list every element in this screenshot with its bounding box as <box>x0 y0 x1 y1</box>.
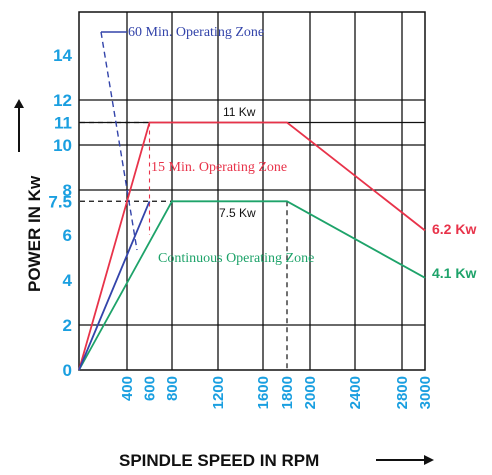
continuous-peak-label: 7.5 Kw <box>219 206 256 220</box>
x-tick-label: 800 <box>164 376 181 401</box>
y-tick-label: 10 <box>53 136 72 155</box>
x-axis-title: SPINDLE SPEED IN RPM <box>119 451 319 470</box>
y-axis-arrowhead <box>14 99 24 108</box>
x-tick-label: 3000 <box>417 376 434 409</box>
guide-lines <box>80 31 288 370</box>
series-lines <box>78 121 426 371</box>
x-tick-label: 1600 <box>255 376 272 409</box>
y-tick-labels: 0 2 4 6 7.58 10 11 12 14 <box>48 46 72 380</box>
fifteen-end-label: 6.2 Kw <box>432 221 476 237</box>
y-tick-label: 8 <box>63 181 72 200</box>
y-tick-label: 6 <box>63 226 72 245</box>
fifteen-min-zone-label: 15 Min. Operating Zone <box>151 160 287 175</box>
y-tick-label: 14 <box>53 46 72 65</box>
x-tick-label: 1800 <box>279 376 296 409</box>
sixty-min-pointer <box>100 31 138 251</box>
x-tick-label: 2000 <box>302 376 319 409</box>
x-tick-labels: 400 600 800 1200 1600 1800 2000 2400 2800 3000 <box>119 376 434 409</box>
y-tick-label: 4 <box>63 271 73 290</box>
x-tick-label: 2400 <box>347 376 364 409</box>
x-tick-label: 600 <box>142 376 159 401</box>
fifteen-peak-label: 11 Kw <box>223 105 256 119</box>
x-tick-label: 400 <box>119 376 136 401</box>
x-tick-label: 2800 <box>394 376 411 409</box>
continuous-end-label: 4.1 Kw <box>432 265 476 281</box>
y-tick-label: 7.5 <box>48 192 72 211</box>
y-tick-label: 2 <box>63 316 72 335</box>
plot-frame <box>78 11 426 371</box>
y-axis-title: POWER IN Kw <box>25 175 44 292</box>
y-tick-label: 11 <box>54 114 72 133</box>
sixty-min-zone-label: 60 Min. Operating Zone <box>128 25 264 40</box>
series-line-fifteen_min <box>78 121 426 371</box>
y-tick-label: 0 <box>63 361 72 380</box>
x-axis-arrowhead <box>424 455 434 465</box>
series-line-continuous <box>78 200 426 371</box>
continuous-zone-label: Continuous Operating Zone <box>158 251 314 266</box>
series-line-sixty_min <box>78 200 151 371</box>
y-tick-label: 12 <box>53 91 72 110</box>
x-tick-label: 1200 <box>210 376 227 409</box>
